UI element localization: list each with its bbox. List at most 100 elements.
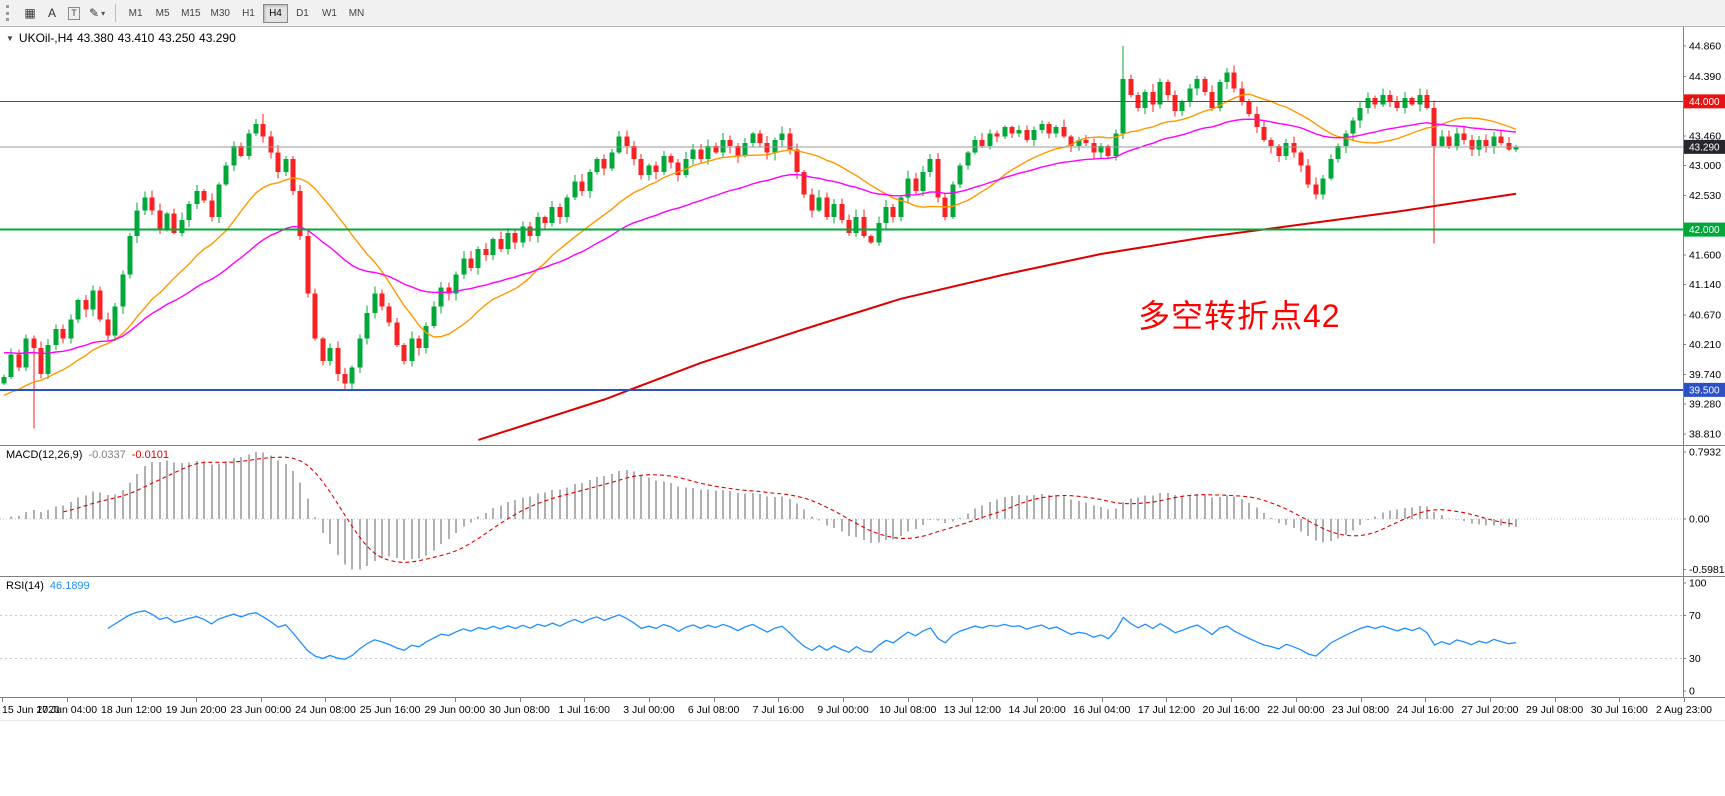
timeframe-button-w1[interactable]: W1 [317,4,342,23]
time-axis-label: 19 Jun 20:00 [165,704,227,716]
macd-signal-value: -0.0101 [131,449,170,461]
macd-axis-label: -0.5981 [1689,564,1725,576]
svg-text:39.500: 39.500 [1689,385,1720,396]
rsi-panel[interactable]: 100 70 30 0 RSI(14) 46.1899 [0,577,1725,698]
time-axis-label: 18 Jun 12:00 [101,704,162,716]
time-axis-tick [1101,698,1103,702]
ma-slow-line [478,192,1517,441]
macd-signal-line [63,456,1517,564]
ma-mid-line [3,118,1517,355]
template-icon: T [68,6,80,20]
time-axis-tick [325,698,327,702]
drawing-tools-button[interactable]: ✎ ▾ [85,3,109,24]
timeframe-button-m5[interactable]: M5 [150,4,175,23]
macd-axis-label: 0.00 [1689,514,1710,526]
candles-series [1,46,1519,429]
time-axis-label: 17 Jul 12:00 [1137,704,1196,716]
time-axis-label: 10 Jul 08:00 [879,704,937,716]
macd-histogram [10,452,1517,570]
toolbar-drag-handle[interactable] [6,5,13,21]
rsi-axis-label: 0 [1689,686,1695,698]
timeframe-button-m15[interactable]: M15 [177,4,204,23]
template-tool-button[interactable]: T [63,3,85,24]
time-axis-tick [519,698,521,702]
ma-fast-line [3,93,1517,397]
time-axis-label: 29 Jun 00:00 [424,704,486,716]
time-axis-tick [1231,698,1233,702]
macd-panel[interactable]: 0.7932 0.00 -0.5981 MACD(12,26,9) -0.0337 -0… [0,446,1725,577]
time-axis-label: 2 Aug 23:00 [1655,704,1713,716]
time-axis-tick [1619,698,1621,702]
time-axis-tick [196,698,198,702]
time-axis-tick [1295,698,1297,702]
time-axis[interactable]: 15 Jun 2020 17 Jun 04:00 18 Jun 12:00 19 Ju… [0,698,1725,721]
text-tool-button[interactable]: A [41,3,63,24]
time-axis-tick [260,698,262,702]
time-axis-label: 24 Jul 16:00 [1396,704,1454,716]
macd-title: MACD(12,26,9) [6,449,83,461]
time-axis-tick [1425,698,1427,702]
price-axis-label: 40.670 [1689,309,1721,321]
time-axis-tick [584,698,586,702]
svg-text:42.000: 42.000 [1689,225,1720,236]
time-axis-label: 14 Jul 20:00 [1008,704,1066,716]
rsi-header: RSI(14) 46.1899 [6,580,96,592]
price-axis-label: 38.810 [1689,429,1721,441]
macd-canvas[interactable]: 0.7932 0.00 -0.5981 [0,446,1725,576]
time-axis-label: 3 Jul 00:00 [623,704,675,716]
time-axis-tick [2,698,3,702]
timeframe-button-mn[interactable]: MN [344,4,369,23]
ohlc-high: 43.410 [117,31,155,45]
rsi-value: 46.1899 [49,580,90,592]
time-axis-tick [907,698,909,702]
main-chart-panel[interactable]: 44.860 44.390 43.460 43.000 42.530 41.600 41.1… [0,27,1725,446]
timeframe-button-h4[interactable]: H4 [262,3,288,23]
ohlc-open: 43.380 [76,31,114,45]
main-chart-canvas[interactable]: 44.860 44.390 43.460 43.000 42.530 41.600 41.1… [0,27,1725,445]
time-axis-label: 23 Jul 08:00 [1331,704,1390,716]
time-axis-tick [972,698,974,702]
timeframe-button-d1[interactable]: D1 [290,4,315,23]
time-axis-label: 30 Jul 16:00 [1590,704,1648,716]
chart-annotation-text[interactable]: 多空转折点42 [1138,298,1341,334]
time-axis-tick [390,698,392,702]
time-axis-tick [778,698,780,702]
price-axis-label: 39.280 [1689,398,1721,410]
chevron-down-icon: ▾ [101,8,106,18]
time-axis-label: 13 Jul 12:00 [943,704,1001,716]
timeframe-button-h1[interactable]: H1 [236,4,261,23]
time-axis-tick [1037,698,1039,702]
price-badge: 43.290 [1684,139,1725,154]
time-axis-tick [843,698,844,702]
time-axis-tick [1489,698,1491,702]
time-axis-label: 23 Jun 00:00 [230,704,292,716]
time-axis-label: 6 Jul 08:00 [687,704,740,716]
time-axis-label: 30 Jun 08:00 [489,704,550,716]
text-label-icon: A [47,6,56,20]
quick-trade-caret-icon[interactable]: ▼ [6,34,14,43]
chart-grid-icon[interactable]: ▦ [19,3,41,24]
rsi-axis-label: 70 [1689,610,1701,622]
time-axis-label: 16 Jul 04:00 [1073,704,1131,716]
rsi-canvas[interactable]: 100 70 30 0 [0,577,1725,697]
rsi-line [107,610,1517,660]
bottom-filler [0,721,1725,796]
time-axis-tick [1554,698,1556,702]
time-axis-tick [648,698,650,702]
timeframe-toolbar: M1 M5 M15 M30 H1 H4 D1 W1 MN [122,3,370,23]
time-axis-label: 1 Jul 16:00 [558,704,610,716]
time-axis-tick [1166,698,1168,702]
time-axis-tick [454,698,456,702]
price-badge: 44.000 [1684,94,1725,109]
price-badge: 42.000 [1684,222,1725,237]
price-axis-label: 41.600 [1689,250,1721,262]
pencil-icon: ✎ [89,6,100,20]
time-axis-tick [713,698,715,702]
time-axis-tick [1360,698,1362,702]
timeframe-button-m30[interactable]: M30 [207,4,234,23]
price-axis-label: 41.140 [1689,279,1721,291]
time-axis-tick [66,698,68,702]
timeframe-button-m1[interactable]: M1 [123,4,148,23]
svg-text:43.290: 43.290 [1689,142,1720,153]
symbol-label: UKOil-,H4 [18,31,73,45]
